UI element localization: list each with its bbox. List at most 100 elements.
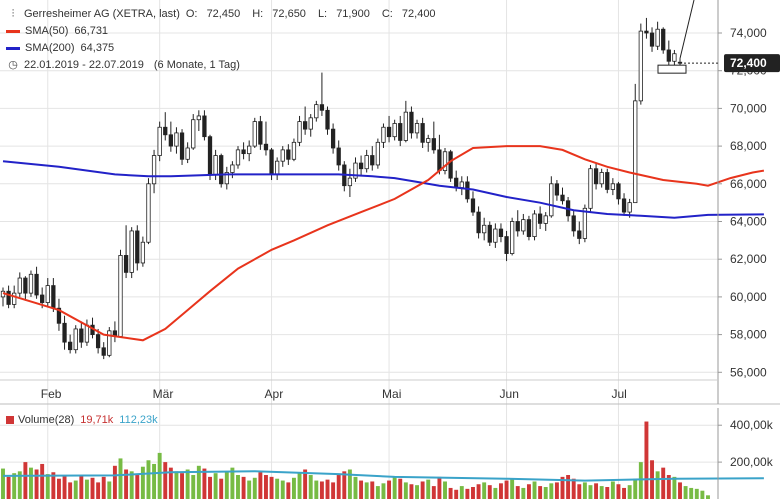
volume-bar-down xyxy=(666,475,671,499)
volume-bar-down xyxy=(566,475,571,499)
instrument-title: Gerresheimer AG (XETRA, last) xyxy=(24,8,180,20)
candle-down xyxy=(661,28,666,51)
volume-bar-up xyxy=(694,488,699,499)
volume-bar-up xyxy=(543,487,548,499)
open-label: O: xyxy=(185,8,198,20)
price-tick-label: 66,000 xyxy=(730,177,767,191)
volume-bar-down xyxy=(499,483,503,499)
volume-bar-up xyxy=(152,463,157,499)
candle-up xyxy=(543,215,548,224)
open-value: 72,450 xyxy=(206,8,241,20)
candle-down xyxy=(68,341,73,351)
candle-up xyxy=(12,292,17,305)
candle-down xyxy=(454,177,459,188)
volume-bar-down xyxy=(180,473,184,499)
price-tick-label: 60,000 xyxy=(730,290,767,304)
month-tick-label: Jul xyxy=(611,387,626,401)
candle-up xyxy=(353,162,358,179)
candle-up xyxy=(174,132,179,147)
volume-bar-up xyxy=(12,473,17,499)
price-tick-label: 74,000 xyxy=(730,26,767,40)
candle-down xyxy=(325,109,330,130)
candle-down xyxy=(476,211,481,234)
candle-up xyxy=(196,115,201,121)
candle-up xyxy=(118,255,123,337)
candle-up xyxy=(28,273,34,294)
candle-down xyxy=(515,221,520,232)
candle-up xyxy=(291,141,297,160)
candle-up xyxy=(627,202,632,213)
candle-up xyxy=(140,241,146,264)
sma200-swatch xyxy=(6,47,20,50)
volume-bar-down xyxy=(577,484,582,499)
candle-up xyxy=(157,126,162,156)
sma50-value: 66,731 xyxy=(74,25,109,37)
volume-bars xyxy=(1,421,710,499)
candle-down xyxy=(302,121,308,130)
candle-up xyxy=(129,230,134,273)
candle-down xyxy=(470,198,476,213)
candle-down xyxy=(23,277,28,294)
candle-down xyxy=(79,328,84,343)
volume-bar-down xyxy=(56,478,61,499)
month-tick-label: Jun xyxy=(500,387,519,401)
candle-up xyxy=(235,149,241,166)
candle-up xyxy=(610,183,615,190)
candle-up xyxy=(275,160,280,175)
range-row: ◷ 22.01.2019 - 22.07.2019 (6 Monate, 1 T… xyxy=(6,57,448,74)
volume-bar-up xyxy=(191,475,196,499)
candle-down xyxy=(560,194,565,202)
candle-down xyxy=(487,224,492,243)
pointer-line xyxy=(679,0,695,59)
month-tick-label: Apr xyxy=(265,387,284,401)
volume-bar-up xyxy=(549,483,554,499)
volume-bar-down xyxy=(487,485,492,499)
volume-bar-down xyxy=(135,475,140,499)
candle-up xyxy=(17,277,22,294)
volume-bar-down xyxy=(431,486,436,499)
candle-up xyxy=(347,177,353,187)
volume-bar-up xyxy=(415,485,419,499)
volume-bar-up xyxy=(45,474,50,499)
volume-bar-down xyxy=(504,480,509,499)
candle-up xyxy=(633,100,638,204)
volume-bar-down xyxy=(303,469,308,499)
price-tick-label: 56,000 xyxy=(730,365,767,379)
candle-down xyxy=(554,183,560,196)
month-tick-label: Mai xyxy=(382,387,401,401)
volume-bar-down xyxy=(437,476,442,499)
candle-down xyxy=(465,181,470,200)
candle-up xyxy=(672,53,677,62)
candle-down xyxy=(219,155,224,185)
candle-up xyxy=(510,221,515,254)
last-candle-marker xyxy=(657,64,687,74)
volume-bar-up xyxy=(599,486,604,499)
volume-bar-up xyxy=(129,471,134,499)
volume-bar-up xyxy=(29,467,33,499)
price-tick-label: 62,000 xyxy=(730,252,767,266)
volume-bar-down xyxy=(51,472,56,499)
volume-bar-down xyxy=(168,467,173,499)
close-value: 72,400 xyxy=(401,8,436,20)
low-value: 71,900 xyxy=(336,8,370,20)
candle-up xyxy=(314,104,319,119)
ohlc-row: ⫶ Gerresheimer AG (XETRA, last) O: 72,45… xyxy=(6,6,448,23)
volume-bar-down xyxy=(6,476,11,499)
volume-bar-down xyxy=(62,475,67,499)
candle-down xyxy=(616,183,621,200)
candle-down xyxy=(593,168,599,185)
volume-bar-up xyxy=(230,467,235,499)
volume-bar-down xyxy=(96,482,101,499)
volume-ma-line xyxy=(2,470,764,482)
volume-bar-down xyxy=(163,462,168,499)
volume-bar-up xyxy=(588,485,593,499)
volume-bar-up xyxy=(185,469,190,499)
volume-bar-down xyxy=(331,482,336,499)
volume-label: Volume(28) xyxy=(18,414,75,426)
volume-value: 19,71k xyxy=(80,414,114,426)
volume-bar-down xyxy=(23,462,28,499)
candle-up xyxy=(151,155,157,185)
volume-bar-down xyxy=(622,487,627,499)
volume-bar-up xyxy=(353,476,358,499)
